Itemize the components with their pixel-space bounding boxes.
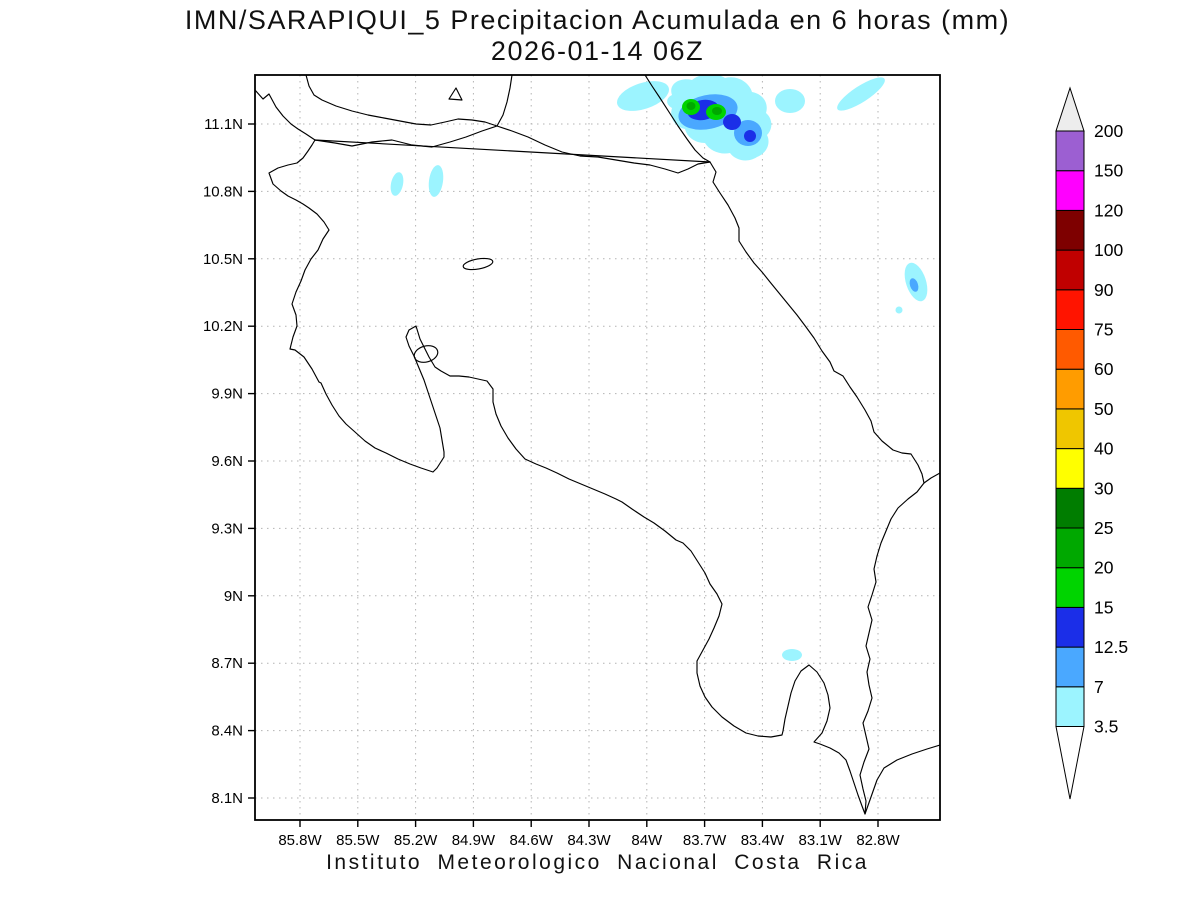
colorbar-label: 150 bbox=[1094, 161, 1123, 181]
y-axis-tick-label: 11.1N bbox=[204, 116, 243, 133]
y-axis-tick-label: 9N bbox=[224, 588, 243, 605]
x-axis-tick-label: 84W bbox=[631, 832, 663, 849]
y-axis-tick-label: 9.9N bbox=[211, 386, 243, 403]
coastline-costa-rica bbox=[268, 139, 925, 815]
colorbar-label: 100 bbox=[1094, 240, 1123, 260]
colorbar-segment bbox=[1055, 606, 1085, 648]
precip-patch-cyan bbox=[390, 172, 404, 196]
x-axis-tick-label: 83.1W bbox=[799, 832, 843, 849]
precip-patch-cyan bbox=[428, 165, 444, 197]
chart-title-line1: IMN/SARAPIQUI_5 Precipitacion Acumulada … bbox=[184, 5, 1011, 35]
colorbar-segment bbox=[1055, 408, 1085, 450]
colorbar-label: 12.5 bbox=[1094, 637, 1128, 657]
colorbar-label: 90 bbox=[1094, 280, 1114, 300]
x-axis-tick-label: 82.8W bbox=[856, 832, 900, 849]
colorbar-arrow-bottom bbox=[1055, 726, 1085, 800]
colorbar-label: 200 bbox=[1094, 121, 1123, 141]
precipitation-shading-layer bbox=[390, 75, 928, 661]
precip-patch-cyan bbox=[837, 77, 885, 111]
precip-patch-cyan bbox=[782, 649, 802, 661]
precip-patch-cyan bbox=[617, 81, 669, 111]
colorbar-segment bbox=[1055, 567, 1085, 608]
x-axis-tick-label: 84.6W bbox=[510, 832, 554, 849]
source-caption: Instituto Meteorologico Nacional Costa R… bbox=[326, 851, 869, 874]
precip-patch-darkblue bbox=[744, 130, 756, 142]
y-axis-tick-label: 9.3N bbox=[211, 520, 243, 537]
y-axis-tick-label: 8.1N bbox=[211, 790, 243, 807]
colorbar-segment bbox=[1055, 448, 1085, 489]
precip-patch-cyan bbox=[775, 89, 805, 113]
y-axis-tick-label: 8.7N bbox=[211, 655, 243, 672]
coastline-layer bbox=[255, 75, 940, 815]
precip-patch-darkblue bbox=[723, 114, 741, 130]
x-axis-tick-label: 83.4W bbox=[741, 832, 785, 849]
colorbar-label: 120 bbox=[1094, 200, 1123, 220]
precip-patch-blue bbox=[909, 278, 919, 292]
colorbar-label: 20 bbox=[1094, 558, 1114, 578]
colorbar-segment bbox=[1055, 329, 1085, 370]
lake-arenal-outline bbox=[462, 257, 494, 271]
x-axis-tick-label: 85.8W bbox=[278, 832, 322, 849]
lake-island-outline bbox=[448, 87, 463, 101]
chart-title: IMN/SARAPIQUI_5 Precipitacion Acumulada … bbox=[0, 5, 1195, 67]
colorbar-segment bbox=[1055, 487, 1085, 529]
colorbar-label: 7 bbox=[1094, 677, 1104, 697]
chira-island-outline bbox=[413, 345, 439, 363]
colorbar-segment bbox=[1055, 249, 1085, 291]
coastline-nicaragua-caribbean bbox=[644, 75, 711, 163]
colorbar-arrow-top bbox=[1055, 86, 1085, 132]
x-axis-tick-label: 83.7W bbox=[683, 832, 727, 849]
grid-layer bbox=[255, 75, 940, 820]
chart-title-line2: 2026-01-14 06Z bbox=[490, 36, 705, 66]
colorbar-segment bbox=[1055, 686, 1085, 727]
colorbar-label: 25 bbox=[1094, 518, 1113, 538]
border-costa-rica-nicaragua bbox=[314, 125, 711, 174]
x-axis-tick-label: 85.5W bbox=[336, 832, 380, 849]
colorbar-label: 40 bbox=[1094, 439, 1114, 459]
colorbar-label: 50 bbox=[1094, 399, 1114, 419]
colorbar-segment bbox=[1055, 527, 1085, 569]
x-axis-tick-label: 84.3W bbox=[567, 832, 611, 849]
colorbar-segment bbox=[1055, 289, 1085, 330]
y-axis-tick-label: 10.5N bbox=[203, 251, 243, 268]
lake-nicaragua-shore bbox=[305, 75, 513, 127]
colorbar-segment bbox=[1055, 209, 1085, 251]
colorbar-segment bbox=[1055, 646, 1085, 688]
colorbar-segment bbox=[1055, 170, 1085, 211]
x-axis-tick-label: 84.9W bbox=[452, 832, 496, 849]
y-axis-tick-label: 10.2N bbox=[203, 318, 243, 335]
colorbar-segment bbox=[1055, 130, 1085, 172]
plot-frame bbox=[254, 74, 941, 821]
colorbar-label: 15 bbox=[1094, 597, 1113, 617]
axis-layer: 85.8W 85.5W 85.2W 84.9W 84.6W 84.3W 84W 83.7W 83… bbox=[203, 116, 901, 849]
colorbar: 3.5 7 12.5 15 20 25 30 40 50 60 75 90 100 120 150 200 bbox=[1055, 86, 1128, 800]
coastline-nicaragua-pacific bbox=[255, 89, 316, 141]
colorbar-label: 60 bbox=[1094, 359, 1114, 379]
y-axis-tick-label: 9.6N bbox=[211, 453, 243, 470]
colorbar-label: 75 bbox=[1094, 320, 1113, 340]
coastline-panama bbox=[864, 472, 940, 815]
x-axis-tick-label: 85.2W bbox=[394, 832, 438, 849]
colorbar-label: 3.5 bbox=[1094, 717, 1118, 737]
precip-patch-cyan bbox=[895, 306, 903, 314]
colorbar-label: 30 bbox=[1094, 478, 1114, 498]
precip-patch-green-core bbox=[712, 107, 722, 115]
colorbar-segment bbox=[1055, 368, 1085, 410]
y-axis-tick-label: 10.8N bbox=[203, 183, 243, 200]
y-axis-tick-label: 8.4N bbox=[211, 723, 243, 740]
precip-patch-green-core bbox=[686, 102, 696, 110]
